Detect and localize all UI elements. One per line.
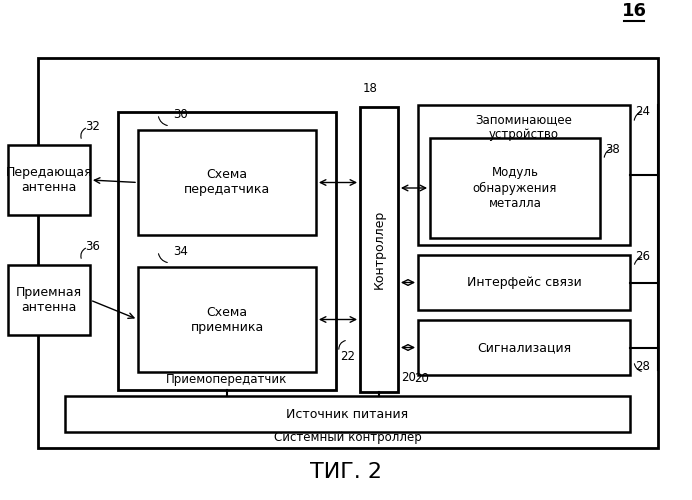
Bar <box>118 112 336 390</box>
Text: Контроллер: Контроллер <box>372 210 385 289</box>
Bar <box>138 267 316 372</box>
Bar <box>430 138 600 238</box>
Bar <box>38 58 658 448</box>
Bar <box>418 105 630 245</box>
Text: 18: 18 <box>363 82 378 95</box>
Text: 20: 20 <box>379 372 429 395</box>
Text: ΤИГ. 2: ΤИГ. 2 <box>310 462 382 482</box>
Bar <box>418 255 630 310</box>
Text: 38: 38 <box>605 143 620 156</box>
Text: Источник питания: Источник питания <box>286 408 408 420</box>
Text: 20: 20 <box>401 371 416 384</box>
Text: 32: 32 <box>85 120 100 133</box>
Text: Запоминающее
устройство: Запоминающее устройство <box>475 113 572 141</box>
Text: 16: 16 <box>621 2 646 20</box>
Text: Схема
передатчика: Схема передатчика <box>184 168 270 196</box>
Bar <box>65 396 630 432</box>
Text: 36: 36 <box>85 240 100 253</box>
Text: Приемная
антенна: Приемная антенна <box>16 286 82 314</box>
Text: Передающая
антенна: Передающая антенна <box>6 166 92 194</box>
Text: Сигнализация: Сигнализация <box>477 341 571 354</box>
Text: Системный контроллер: Системный контроллер <box>274 432 422 444</box>
Bar <box>8 145 90 215</box>
Bar <box>418 320 630 375</box>
Text: 24: 24 <box>635 105 650 118</box>
Text: Схема
приемника: Схема приемника <box>190 306 264 334</box>
Text: 26: 26 <box>635 250 650 263</box>
Bar <box>8 265 90 335</box>
Text: 34: 34 <box>173 245 188 258</box>
Text: Интерфейс связи: Интерфейс связи <box>466 276 581 289</box>
Text: 30: 30 <box>173 108 188 121</box>
Bar <box>138 130 316 235</box>
Bar <box>360 107 398 392</box>
Text: Приемопередатчик: Приемопередатчик <box>166 372 288 386</box>
Text: 28: 28 <box>635 360 650 373</box>
Text: 22: 22 <box>340 350 355 363</box>
Text: Модуль
обнаружения
металла: Модуль обнаружения металла <box>473 166 557 210</box>
